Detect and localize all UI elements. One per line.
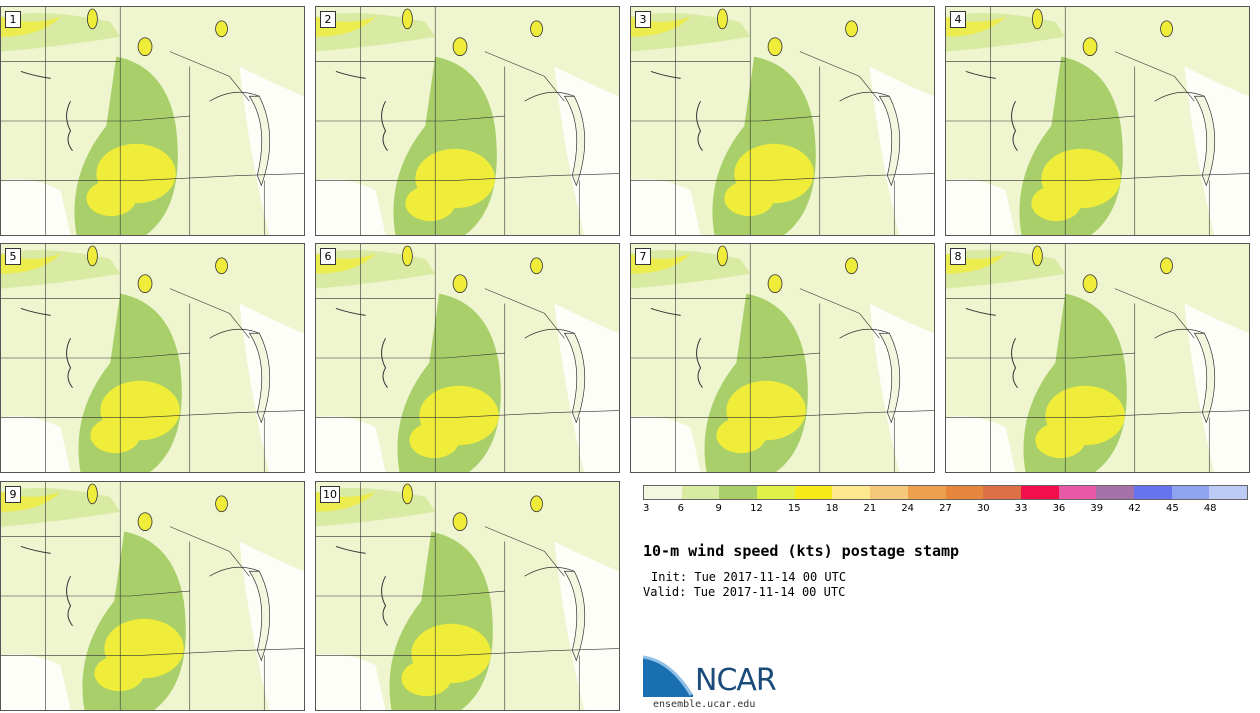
panel-label: 9 [5,486,21,503]
ensemble-member-panel: 5 [0,243,305,473]
colorbar-segment [870,486,908,499]
ensemble-member-panel: 9 [0,481,305,711]
colorbar-tick-label: 21 [863,503,877,514]
colorbar-tick-label: 15 [787,503,801,514]
panel-label: 8 [950,248,966,265]
colorbar-tick-label: 27 [939,503,952,514]
colorbar-tick-label: 30 [976,503,990,514]
wind-speed-colorbar [643,485,1248,500]
colorbar-tick-label: 42 [1128,503,1141,514]
site-url: ensemble.ucar.edu [653,699,756,710]
colorbar-segment [681,486,720,499]
colorbar-tick-label: 18 [825,503,839,514]
colorbar-segment [1020,486,1059,499]
panel-label: 3 [635,11,651,28]
colorbar-segment [983,486,1021,499]
colorbar-segment [832,486,871,499]
ensemble-member-panel: 1 [0,6,305,236]
panel-label: 7 [635,248,651,265]
ensemble-member-panel: 7 [630,243,935,473]
colorbar-segment [1171,486,1210,499]
colorbar-segment [907,486,946,499]
ncar-logo-icon [643,655,693,697]
ensemble-member-panel: 6 [315,243,620,473]
panel-label: 5 [5,248,21,265]
colorbar-ticks: 3 6 9 12 15 18 21 24 27 30 33 36 39 42 45 48 [643,503,1248,517]
colorbar-tick-label: 12 [750,503,763,514]
ensemble-member-panel: 3 [630,6,935,236]
colorbar-tick-label: 24 [901,503,915,514]
colorbar-segment [719,486,758,499]
colorbar-tick-label: 3 [643,503,650,514]
colorbar-tick-label: 48 [1203,503,1217,514]
colorbar-segment [1096,486,1134,499]
colorbar-tick-label: 45 [1166,503,1179,514]
panel-label: 1 [5,11,21,28]
panel-label: 4 [950,11,966,28]
colorbar-tick-label: 36 [1052,503,1066,514]
colorbar-segment [1209,486,1247,499]
ncar-logo-text: NCAR [695,663,777,698]
colorbar-segment [757,486,795,499]
colorbar-segment [644,486,682,499]
panel-label: 2 [320,11,336,28]
init-time: Init: Tue 2017-11-14 00 UTC [651,570,847,584]
ensemble-member-panel: 4 [945,6,1250,236]
panel-label: 10 [320,486,340,503]
colorbar-segment [1058,486,1097,499]
ensemble-member-panel: 2 [315,6,620,236]
ensemble-member-panel: 8 [945,243,1250,473]
colorbar-tick-label: 39 [1090,503,1104,514]
valid-time: Valid: Tue 2017-11-14 00 UTC [643,585,846,599]
colorbar-tick-label: 9 [715,503,722,514]
colorbar-tick-label: 6 [677,503,684,514]
panel-label: 6 [320,248,336,265]
ensemble-member-panel: 10 [315,481,620,711]
colorbar-segment [945,486,984,499]
colorbar-segment [794,486,833,499]
colorbar-segment [1133,486,1172,499]
figure-title: 10-m wind speed (kts) postage stamp [643,542,960,560]
colorbar-tick-label: 33 [1014,503,1028,514]
